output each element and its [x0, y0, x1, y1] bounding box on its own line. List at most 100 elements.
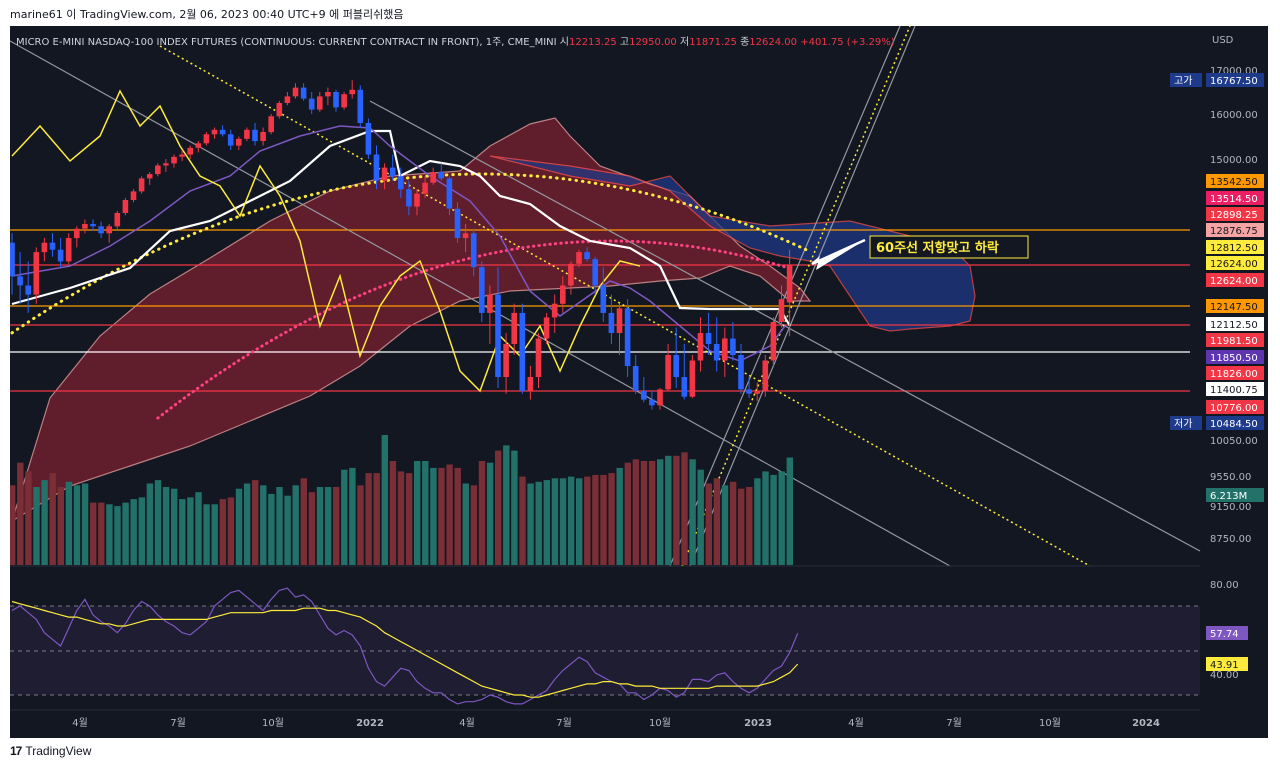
time-tick-label: 10월 — [649, 717, 671, 729]
candle-body — [252, 129, 258, 142]
volume-bar — [373, 473, 380, 565]
candle-body — [689, 360, 696, 397]
candle-body — [673, 355, 679, 377]
price-tag-bg — [1170, 416, 1202, 430]
volume-bar — [405, 473, 413, 565]
price-label: 11981.50 — [1210, 336, 1258, 347]
volume-bar — [349, 467, 356, 565]
candle-body — [576, 252, 582, 264]
candle-body — [511, 312, 517, 344]
price-label-bg — [1206, 256, 1264, 270]
rsi-label-bg — [1206, 626, 1248, 640]
rising-line-2 — [689, 25, 916, 567]
candle-body — [236, 138, 242, 146]
volume-bar — [122, 502, 129, 565]
time-tick-label: 7월 — [170, 717, 186, 729]
volume-bar — [786, 457, 793, 565]
candle-body — [422, 182, 428, 194]
candle-body — [487, 294, 493, 313]
volume-bar — [381, 435, 388, 565]
volume-bar — [81, 483, 89, 565]
candle-body — [292, 87, 299, 97]
chart-svg[interactable]: 60주선 저항맞고 하락 USD 17000.00 16000.00 15000.00… — [9, 25, 1268, 738]
volume-bar — [300, 478, 307, 565]
candle-body — [122, 200, 129, 213]
time-tick-label: 7월 — [946, 717, 962, 729]
candle-body — [41, 242, 48, 253]
rsi-tick-label: 80.00 — [1210, 580, 1239, 591]
candle-body — [535, 338, 542, 377]
volume-bar — [138, 497, 145, 565]
candle-body — [138, 178, 145, 192]
candle-body — [503, 344, 509, 377]
volume-bar — [211, 504, 218, 565]
candle-body — [195, 143, 202, 148]
candle-body — [260, 132, 266, 141]
candle-body — [600, 285, 607, 313]
annotation-text: 60주선 저항맞고 하락 — [876, 240, 999, 256]
rising-line-1 — [669, 25, 901, 567]
volume-bar — [414, 461, 421, 565]
volume-bar — [697, 469, 704, 565]
volume-bar — [25, 471, 32, 565]
candle-body — [179, 154, 185, 157]
volume-bar — [559, 478, 567, 565]
price-label-bg — [1206, 273, 1264, 287]
volume-bar — [430, 467, 437, 565]
price-label-bg — [1206, 416, 1264, 430]
price-label-bg — [1206, 223, 1264, 237]
price-label-bg — [1206, 207, 1264, 221]
price-label: 6.213M — [1210, 491, 1247, 502]
rsi-line — [11, 587, 799, 705]
price-label: 12898.25 — [1210, 210, 1258, 221]
volume-bar — [470, 485, 478, 565]
candle-body — [446, 178, 453, 209]
time-tick-label: 2024 — [1132, 718, 1160, 729]
price-label: 12624.00 — [1210, 276, 1258, 287]
chart-frame[interactable]: 60주선 저항맞고 하락 USD 17000.00 16000.00 15000.00… — [9, 25, 1268, 738]
price-label-bg — [1206, 366, 1264, 380]
candle-body — [33, 252, 40, 295]
price-label: 12147.50 — [1210, 302, 1258, 313]
price-label: 10776.00 — [1210, 403, 1258, 414]
volume-bar — [624, 462, 631, 565]
volume-bar — [268, 493, 275, 565]
volume-bar — [397, 471, 405, 565]
volume-bar — [90, 502, 97, 565]
candle-body — [317, 96, 323, 110]
volume-bar — [357, 485, 364, 565]
axis-tick-label: 17000.00 — [1210, 66, 1258, 77]
volume-bar — [665, 455, 672, 565]
price-label-bg — [1206, 488, 1264, 502]
price-label: 13542.50 — [1210, 177, 1258, 188]
volume-bar — [673, 455, 680, 565]
candle-body — [9, 242, 15, 277]
candle-body — [219, 129, 226, 135]
candle-body — [98, 226, 104, 234]
volume-bar — [365, 473, 372, 565]
volume-bar — [98, 502, 105, 565]
candle-body — [227, 134, 234, 146]
candles[interactable] — [9, 80, 793, 410]
volume-bar — [478, 461, 486, 565]
candle-body — [746, 389, 752, 394]
volume-bar — [762, 471, 769, 565]
volume-bar — [41, 480, 48, 565]
price-label-bg — [1206, 333, 1264, 347]
volume-bar — [235, 488, 243, 565]
time-tick-label: 2023 — [744, 718, 772, 729]
candle-body — [430, 172, 436, 183]
axis-tick-label: 9550.00 — [1210, 472, 1251, 483]
volume-bar — [746, 487, 753, 565]
volume-bar — [284, 495, 291, 565]
symbol-part-5: 저 — [680, 36, 689, 48]
annotation-layer: 60주선 저항맞고 하락 — [810, 235, 1029, 270]
volume-bar — [640, 461, 648, 565]
volume-bar — [33, 487, 40, 565]
candle-body — [381, 167, 388, 181]
candle-body — [657, 389, 663, 406]
cloud-red — [10, 117, 812, 523]
volume-bar — [292, 485, 299, 565]
candle-body — [786, 265, 793, 303]
price-label-bg — [1206, 317, 1264, 331]
